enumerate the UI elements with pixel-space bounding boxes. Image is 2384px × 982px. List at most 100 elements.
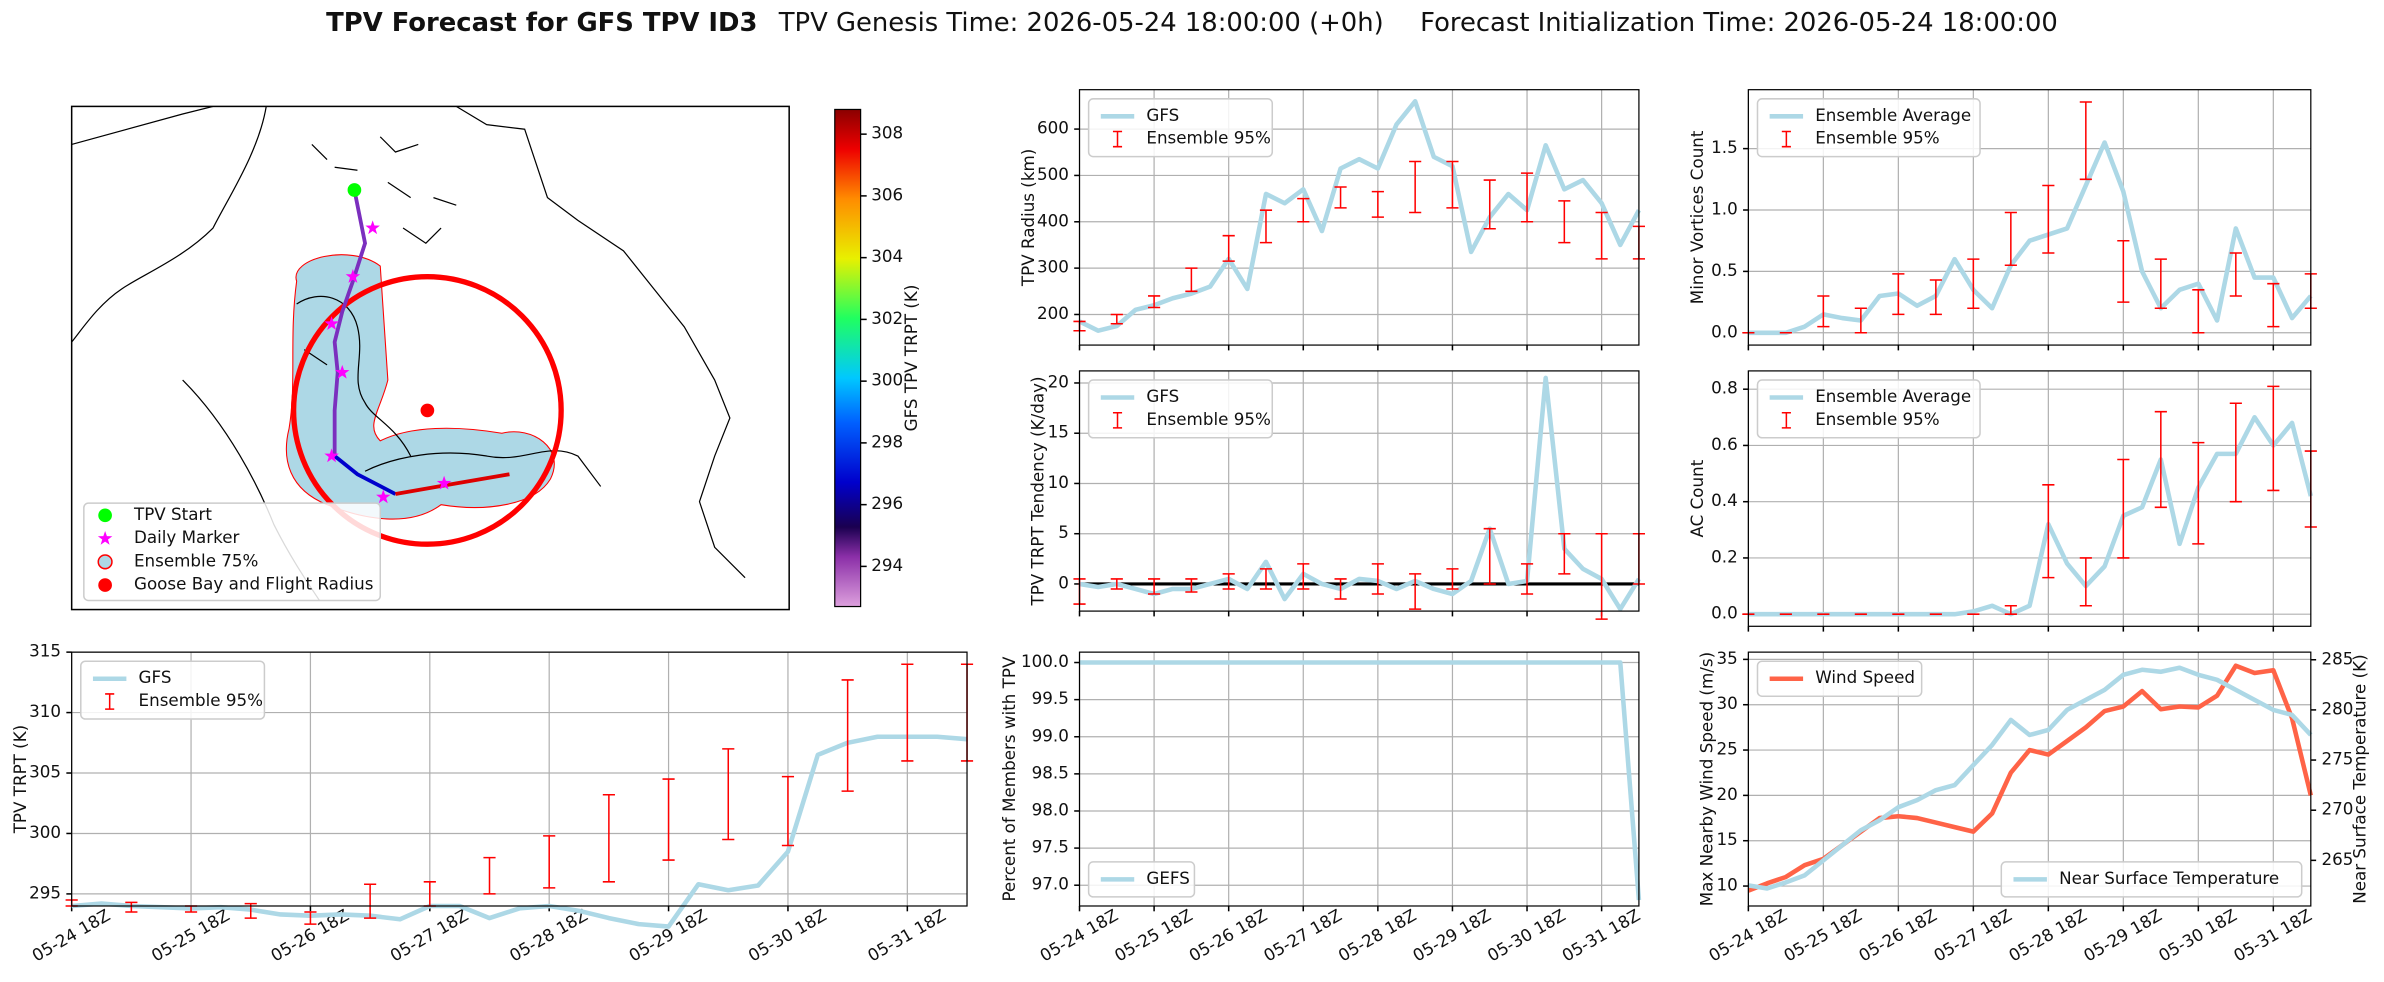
error-bar [1409,160,1422,214]
y-tick-label: 97.5 [1032,837,1069,857]
legend [1756,98,1981,158]
legend-label: Ensemble 75% [134,550,258,570]
y-tick-label: 97.0 [1032,874,1069,894]
error-bar [602,794,615,883]
error-bar [2192,441,2205,545]
error-bar [2154,258,2167,309]
y-tick-label: 275 [2321,749,2353,769]
genesis-time: TPV Genesis Time: 2026-05-24 18:00:00 (+… [778,7,1384,37]
error-bar [1148,578,1161,595]
legend-marker [98,508,112,523]
y-tick-label: 0.6 [1711,434,1738,454]
error-bar [1185,578,1198,593]
y-tick-label: 0 [1058,572,1069,592]
error-bar [901,663,914,762]
colorbar-tick-label: 306 [871,184,903,204]
colorbar-tick-label: 304 [871,246,903,266]
y-tick-label: 25 [1716,739,1737,759]
error-bar [2154,410,2167,509]
y-tick-label: 1.5 [1711,137,1738,157]
series-line [1079,660,1642,901]
track [395,472,510,496]
legend-label: Ensemble 95% [1146,409,1270,429]
track [333,454,397,496]
y2-axis-label: Near Surface Temperature (K) [2349,654,2369,903]
error-bar [1595,211,1608,260]
legend [1087,379,1274,439]
legend-label: GFS [1146,105,1179,125]
error-bar [2042,184,2055,254]
legend-label: GFS [1146,386,1179,406]
map-frame [70,105,790,611]
y-tick-label: 310 [29,701,61,721]
series-line [1078,98,1641,333]
y-tick-label: 315 [29,641,61,661]
flight-radius [290,274,564,547]
legend-label: Wind Speed [1815,667,1915,687]
y-tick-label: 500 [1037,164,1069,184]
legend-label: Near Surface Temperature [2059,868,2279,888]
plot-frame [1078,89,1640,346]
error-bar [2192,289,2205,334]
error-bar [1409,573,1422,610]
series-line [1748,415,2314,617]
legend-label: GEFS [1146,868,1189,888]
y-tick-label: 0.5 [1711,260,1738,280]
error-bar [1371,190,1384,218]
map-legend [83,502,382,602]
error-bar [1558,200,1571,244]
legend-swatch [1112,411,1123,429]
legend [1087,98,1274,158]
y-tick-label: 0.4 [1711,490,1738,510]
error-bar [125,901,138,913]
plot-frame [1747,370,2312,627]
error-bar [483,856,496,895]
legend-marker [98,578,112,592]
error-bar [1148,295,1161,309]
error-bar [304,911,317,925]
legend-label: GFS [139,667,172,687]
series-line [1748,665,2313,891]
colorbar-tick-label: 294 [871,555,903,575]
error-bar [1483,179,1496,230]
error-bar [1334,186,1347,209]
error-bar [722,748,735,841]
error-bar [2117,458,2130,559]
error-bar [1222,573,1235,590]
y-axis-label: TPV Radius (km) [1018,149,1038,287]
y-axis-label: AC Count [1687,459,1707,537]
error-bar [1892,273,1905,316]
error-bar [364,883,377,919]
y-tick-label: 300 [29,822,61,842]
error-bar [1817,295,1830,328]
y-tick-label: 15 [1048,422,1069,442]
title: TPV Forecast for GFS TPV ID3 [326,7,757,37]
colorbar-tick-label: 302 [871,308,903,328]
plot-frame [1747,89,2312,346]
error-bar [662,778,675,861]
y-tick-label: 98.0 [1032,799,1069,819]
error-bar [1520,172,1534,223]
legend [2000,861,2303,898]
ensemble-area [285,254,555,520]
goose-bay [420,403,435,418]
y-tick-label: 270 [2321,799,2353,819]
error-bar [1259,568,1273,590]
y-tick-label: 0.8 [1711,378,1738,398]
y-tick-label: 99.5 [1032,688,1069,708]
error-bar [1222,234,1235,262]
error-bar [1929,279,1942,316]
figure-title: TPV Forecast for GFS TPV ID3 TPV Genesis … [326,7,2058,37]
legend [1087,861,1196,898]
error-bar [2042,484,2055,579]
y-tick-label: 295 [29,882,61,902]
map: TPV Start Daily Marker Ensemble 75% Goose B… [71,106,790,610]
colorbar [834,108,862,608]
error-bar [841,679,854,792]
legend-label: Daily Marker [134,527,240,547]
y-tick-label: 265 [2321,849,2353,869]
error-bar [2267,385,2280,492]
y-tick-label: 20 [1048,371,1069,391]
y-tick-label: 10 [1048,472,1069,492]
legend-label: Ensemble 95% [1815,409,1939,429]
